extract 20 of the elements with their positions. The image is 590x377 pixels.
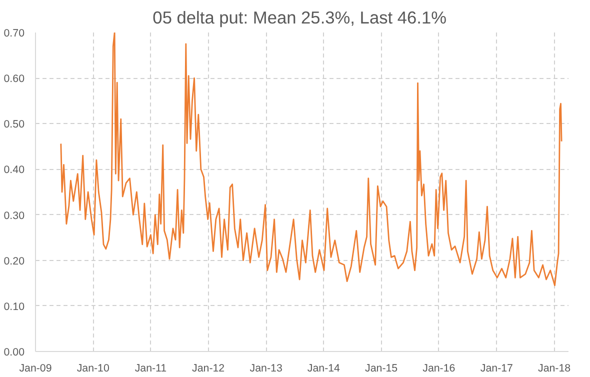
y-tick-label: 0.40: [4, 164, 25, 176]
x-tick-label: Jan-14: [307, 362, 340, 374]
x-tick-label: Jan-15: [365, 362, 398, 374]
y-tick-label: 0.50: [4, 118, 25, 131]
y-tick-label: 0.20: [4, 255, 25, 268]
chart-title: 05 delta put: Mean 25.3%, Last 46.1%: [152, 8, 447, 28]
x-tick-label: Jan-10: [76, 362, 110, 374]
x-tick-label: Jan-09: [19, 362, 52, 374]
y-tick-label: 0.30: [4, 210, 25, 222]
x-tick-label: Jan-13: [250, 362, 282, 374]
y-tick-label: 0.60: [4, 73, 25, 86]
line-series: [60, 32, 562, 286]
x-tick-label: Jan-18: [538, 362, 571, 374]
x-tick-label: Jan-11: [134, 362, 167, 374]
x-tick-label: Jan-12: [192, 362, 225, 374]
x-tick-label: Jan-17: [480, 362, 514, 374]
y-tick-label: 0.10: [4, 300, 25, 313]
x-tick-label: Jan-16: [422, 362, 456, 374]
y-tick-label: 0.70: [4, 28, 25, 40]
y-tick-label: 0.00: [4, 346, 25, 358]
